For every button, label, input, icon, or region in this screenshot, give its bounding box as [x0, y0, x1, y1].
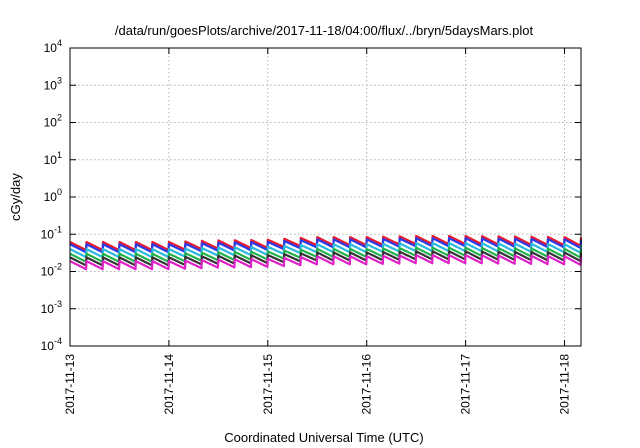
series-group: [69, 234, 583, 271]
x-tick-label: 2017-11-15: [261, 354, 275, 415]
series-line: [69, 246, 583, 263]
y-tick-label: 10-1: [41, 224, 62, 241]
x-axis: 2017-11-13 2017-11-14 2017-11-15 2017-11-16…: [63, 48, 572, 415]
x-tick-label: 2017-11-14: [162, 354, 176, 415]
y-tick-label: 102: [44, 113, 62, 130]
y-tick-label: 103: [44, 75, 62, 92]
x-tick-label: 2017-11-18: [558, 354, 572, 415]
y-tick-label: 10-2: [41, 262, 62, 279]
series-line: [69, 234, 583, 252]
x-tick-label: 2017-11-13: [63, 354, 77, 415]
y-tick-label: 100: [44, 187, 62, 204]
y-tick-label: 10-4: [41, 336, 62, 353]
x-axis-label: Coordinated Universal Time (UTC): [224, 430, 423, 445]
y-axis-label: cGy/day: [8, 173, 23, 221]
x-tick-label: 2017-11-17: [459, 354, 473, 415]
grid: [70, 48, 581, 346]
series-line: [69, 250, 583, 267]
y-tick-label: 104: [44, 38, 62, 55]
chart-title: /data/run/goesPlots/archive/2017-11-18/0…: [115, 23, 534, 38]
y-tick-label: 101: [44, 150, 62, 167]
series-line: [69, 242, 583, 259]
series-line: [69, 254, 583, 271]
y-tick-label: 10-3: [41, 299, 62, 316]
x-tick-label: 2017-11-16: [360, 354, 374, 415]
series-line: [69, 237, 583, 254]
